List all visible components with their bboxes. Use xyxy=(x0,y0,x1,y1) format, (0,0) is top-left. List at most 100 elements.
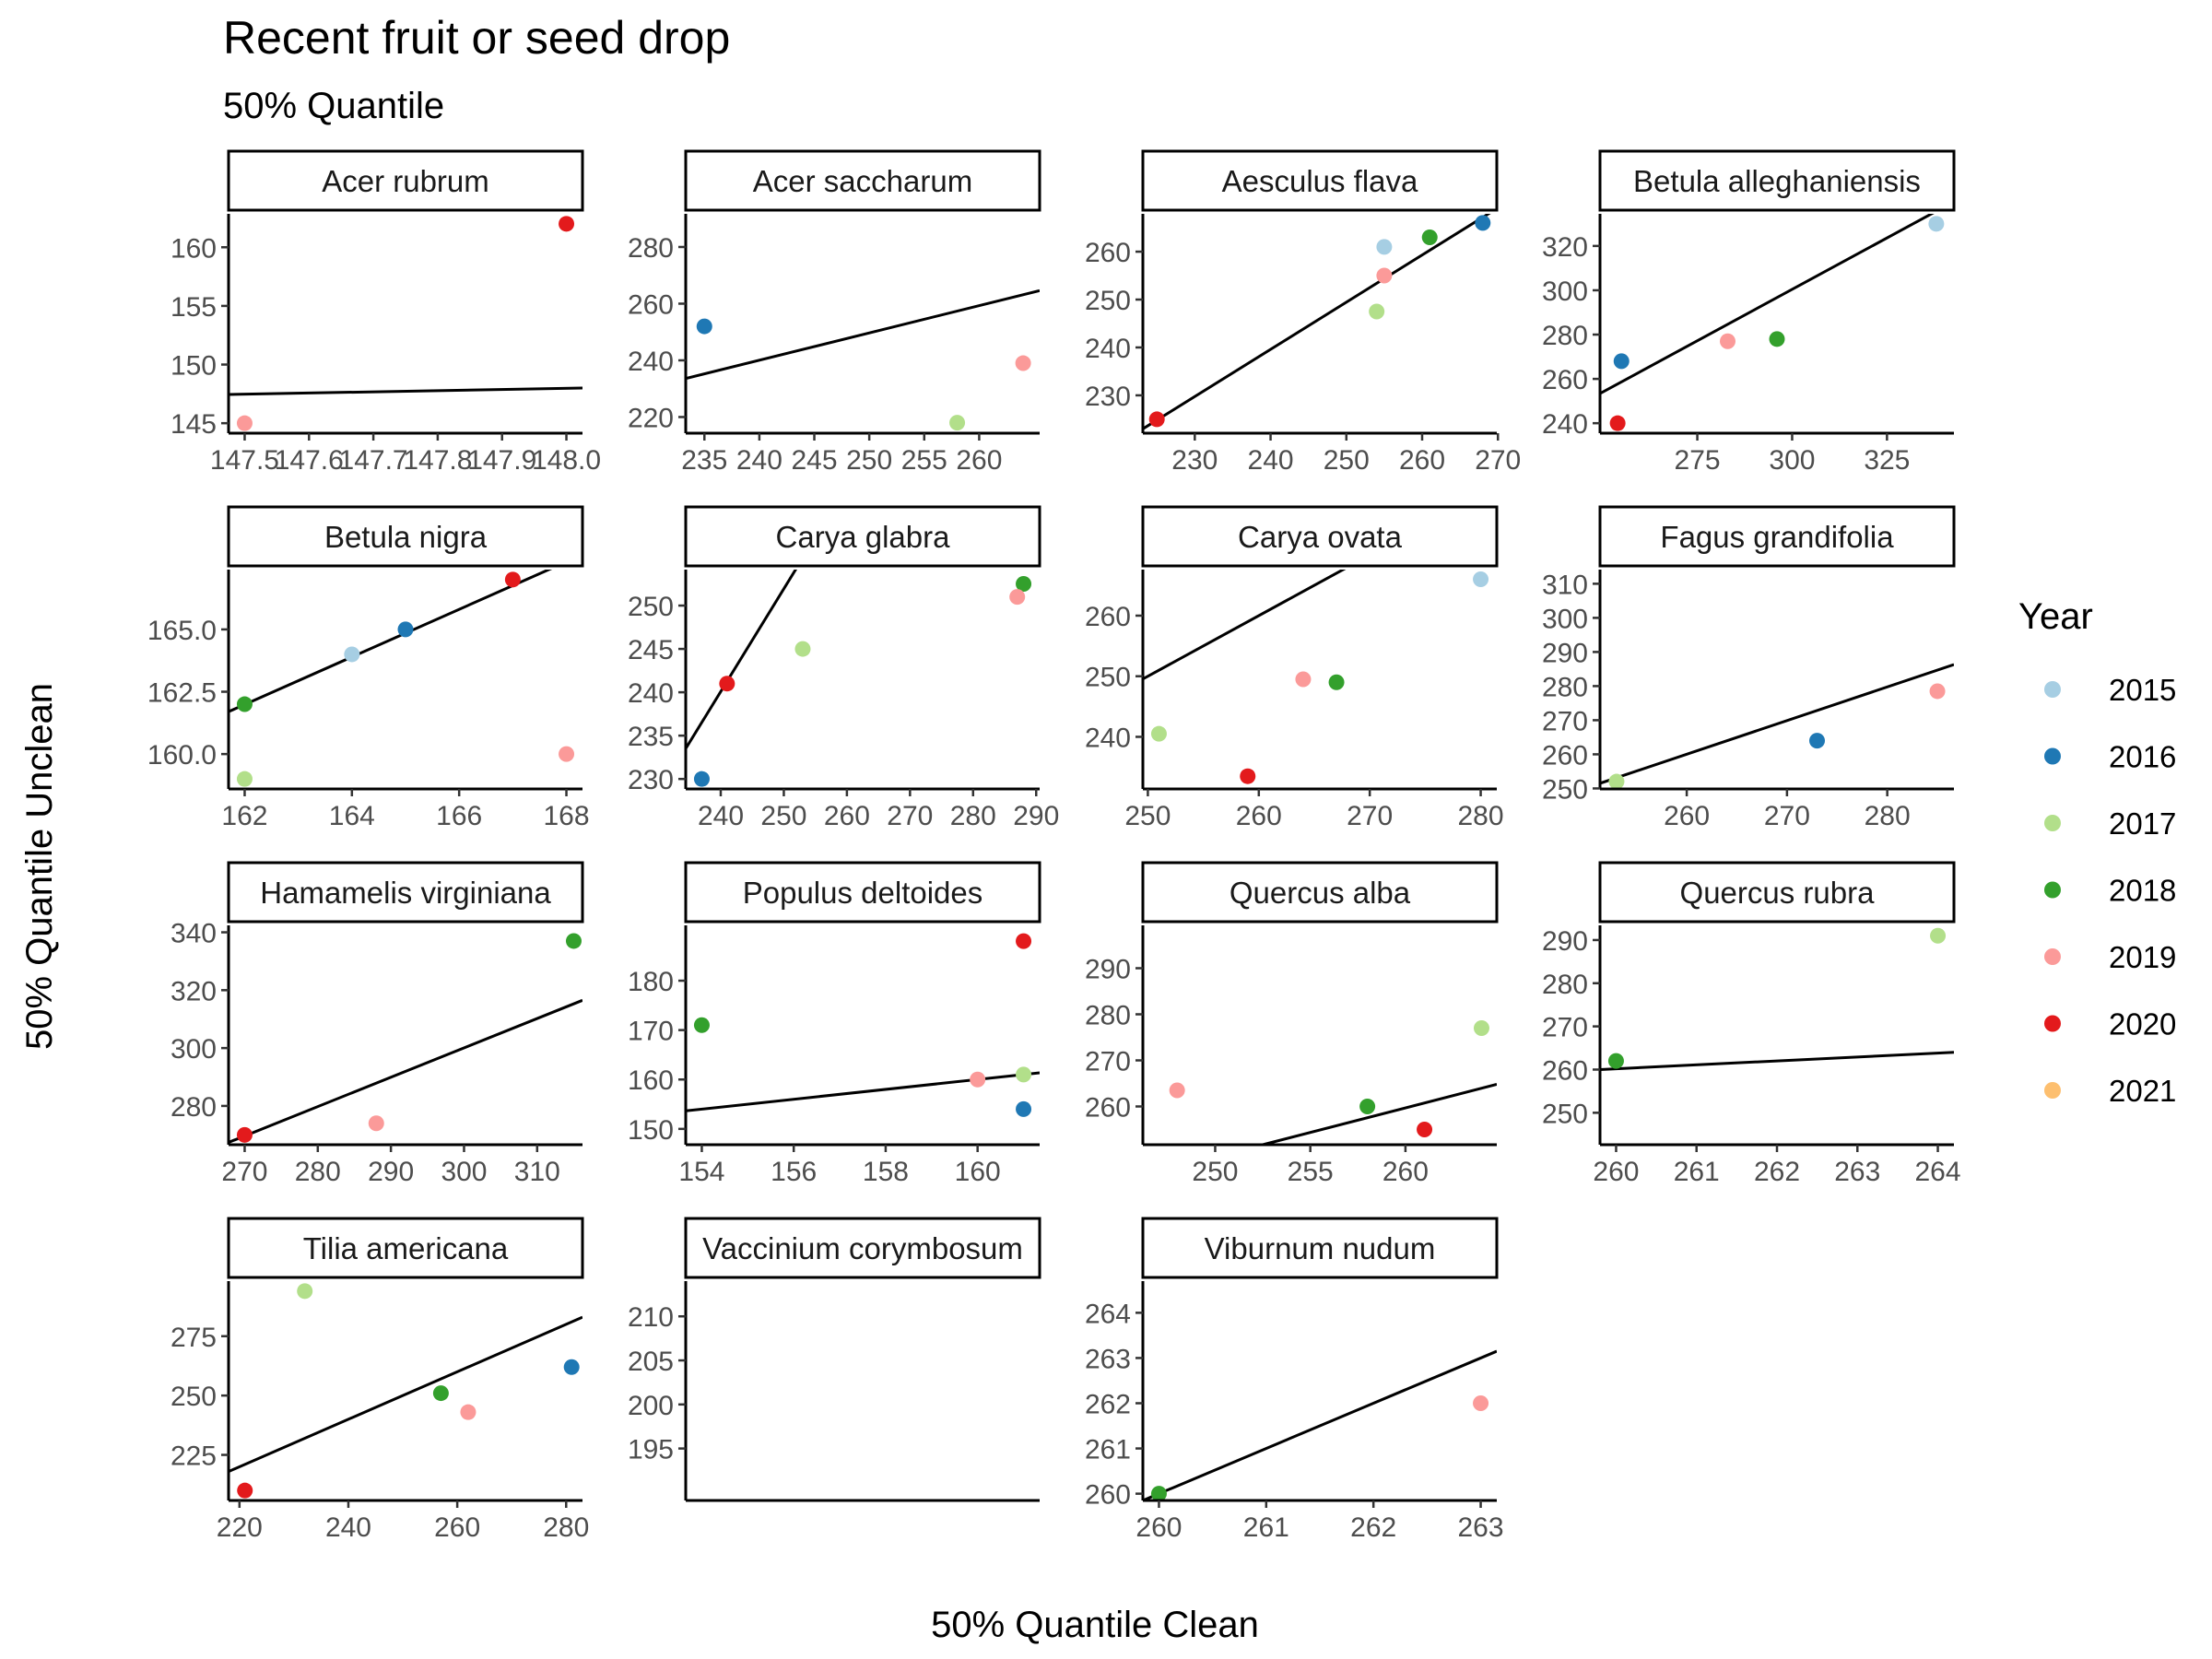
y-tick-label: 290 xyxy=(1542,638,1588,668)
x-tick-label: 270 xyxy=(221,1157,267,1187)
x-tick-label: 147.5 xyxy=(210,445,279,476)
facet-panel-acer-rubrum: Acer rubrum145150155160147.5147.6147.714… xyxy=(171,149,601,476)
y-tick-label: 170 xyxy=(628,1017,674,1047)
y-tick-label: 165.0 xyxy=(147,616,217,646)
data-point-2016 xyxy=(1016,1100,1032,1117)
y-tick-label: 205 xyxy=(628,1347,674,1377)
x-tick-label: 160 xyxy=(955,1157,1001,1187)
data-point-2018 xyxy=(1328,674,1345,690)
y-tick-label: 260 xyxy=(1085,1480,1131,1511)
x-tick-label: 240 xyxy=(325,1512,371,1543)
y-tick-label: 250 xyxy=(1542,1099,1588,1129)
x-tick-label: 261 xyxy=(1674,1157,1720,1187)
data-point-2017 xyxy=(949,415,966,431)
x-tick-label: 280 xyxy=(1458,801,1504,831)
facet-panel-vaccinium-corymbosum: Vaccinium corymbosum 195 200 205 210 xyxy=(628,1217,1041,1502)
data-point-2019 xyxy=(970,1071,986,1088)
x-tick-label: 230 xyxy=(1171,445,1218,476)
data-point-2018 xyxy=(1607,1053,1624,1069)
x-tick-label: 300 xyxy=(441,1157,487,1187)
data-point-2017 xyxy=(1608,773,1625,790)
data-point-2015 xyxy=(1473,571,1489,588)
data-point-2019 xyxy=(1169,1082,1185,1099)
facet-strip xyxy=(684,149,1041,212)
fit-line xyxy=(229,998,582,1144)
facet-strip xyxy=(684,505,1041,568)
fit-line xyxy=(1600,663,1954,785)
y-tick-label: 261 xyxy=(1085,1435,1131,1465)
facet-strip-label: Tilia americana xyxy=(303,1231,509,1265)
legend-item-2021: 2021 xyxy=(2044,1074,2176,1108)
data-point-2017 xyxy=(1473,1020,1489,1036)
y-tick-label: 280 xyxy=(628,233,674,264)
data-point-2019 xyxy=(559,746,575,762)
legend-item-2017: 2017 xyxy=(2044,806,2176,841)
data-point-2017 xyxy=(1930,927,1947,944)
legend-key xyxy=(2044,881,2061,899)
y-tick-label: 250 xyxy=(1085,286,1131,316)
chart-subtitle: 50% Quantile xyxy=(223,86,444,126)
facet-panel-betula-nigra: Betula nigra 160.0 162.5 165.0 162 164 166 168 xyxy=(147,505,590,831)
facet-strip xyxy=(227,149,584,212)
y-tick-label: 150 xyxy=(628,1115,674,1146)
y-tick-label: 340 xyxy=(171,919,217,949)
y-tick-label: 155 xyxy=(171,292,217,323)
facet-strip-label: Betula nigra xyxy=(324,520,488,554)
y-tick-label: 220 xyxy=(628,403,674,433)
x-tick-label: 240 xyxy=(1248,445,1294,476)
data-point-2019 xyxy=(368,1115,384,1132)
data-point-2020 xyxy=(1417,1122,1433,1137)
legend-key xyxy=(2044,948,2061,965)
facet-strip-label: Carya glabra xyxy=(776,520,951,554)
y-tick-label: 230 xyxy=(1085,382,1131,412)
y-tick-label: 250 xyxy=(1085,663,1131,693)
y-tick-label: 260 xyxy=(1085,1093,1131,1124)
x-tick-label: 168 xyxy=(544,801,590,831)
data-point-2019 xyxy=(1376,267,1393,284)
legend-items: 2015 2016 2017 2018 2019 2020 2021 xyxy=(2044,673,2176,1108)
facet-panel-viburnum-nudum: Viburnum nudum 260 261 262 263 264 260 261 262 26… xyxy=(1085,1217,1504,1543)
y-tick-label: 250 xyxy=(171,1382,217,1412)
legend-label: 2015 xyxy=(2109,673,2176,707)
y-tick-label: 150 xyxy=(171,351,217,382)
facet-panel-acer-saccharum: Acer saccharum 220 240 260 280 235 240 245 250 25… xyxy=(628,149,1041,476)
legend-label: 2020 xyxy=(2109,1007,2176,1041)
facet-strip-label: Acer saccharum xyxy=(753,164,972,198)
y-tick-label: 235 xyxy=(628,722,674,752)
y-tick-label: 160 xyxy=(628,1065,674,1096)
data-point-2015 xyxy=(344,646,360,663)
data-point-2018 xyxy=(1769,331,1785,347)
x-tick-label: 147.6 xyxy=(275,445,344,476)
x-tick-label: 220 xyxy=(217,1512,263,1543)
facet-strip xyxy=(684,861,1041,924)
data-point-2016 xyxy=(1613,353,1630,370)
x-tick-label: 260 xyxy=(824,801,870,831)
x-tick-label: 260 xyxy=(434,1512,480,1543)
x-tick-label: 260 xyxy=(1236,801,1282,831)
x-tick-label: 300 xyxy=(1769,445,1815,476)
x-tick-label: 158 xyxy=(863,1157,909,1187)
facet-strip xyxy=(1141,149,1499,212)
x-tick-label: 147.9 xyxy=(467,445,536,476)
y-tick-label: 280 xyxy=(171,1092,217,1123)
legend-key xyxy=(2044,681,2061,698)
x-tick-label: 250 xyxy=(1124,801,1171,831)
legend-label: 2017 xyxy=(2109,806,2176,841)
x-tick-label: 270 xyxy=(887,801,933,831)
facet-panel-fagus-grandifolia: Fagus grandifolia25026027028029030031026… xyxy=(1542,505,1956,831)
y-tick-label: 250 xyxy=(628,592,674,622)
data-point-2017 xyxy=(236,771,253,787)
data-point-2016 xyxy=(397,621,414,638)
x-tick-label: 154 xyxy=(678,1157,724,1187)
x-tick-label: 166 xyxy=(436,801,482,831)
facet-strip xyxy=(1598,861,1956,924)
x-tick-label: 280 xyxy=(1865,801,1911,831)
x-tick-label: 235 xyxy=(681,445,727,476)
x-tick-label: 261 xyxy=(1243,1512,1289,1543)
data-point-2016 xyxy=(1475,215,1491,231)
facet-strip xyxy=(1598,505,1956,568)
data-point-2019 xyxy=(1015,355,1031,371)
facet-strip-label: Vaccinium corymbosum xyxy=(702,1231,1023,1265)
y-tick-label: 260 xyxy=(1542,740,1588,771)
facet-strip-label: Quercus alba xyxy=(1230,876,1411,910)
